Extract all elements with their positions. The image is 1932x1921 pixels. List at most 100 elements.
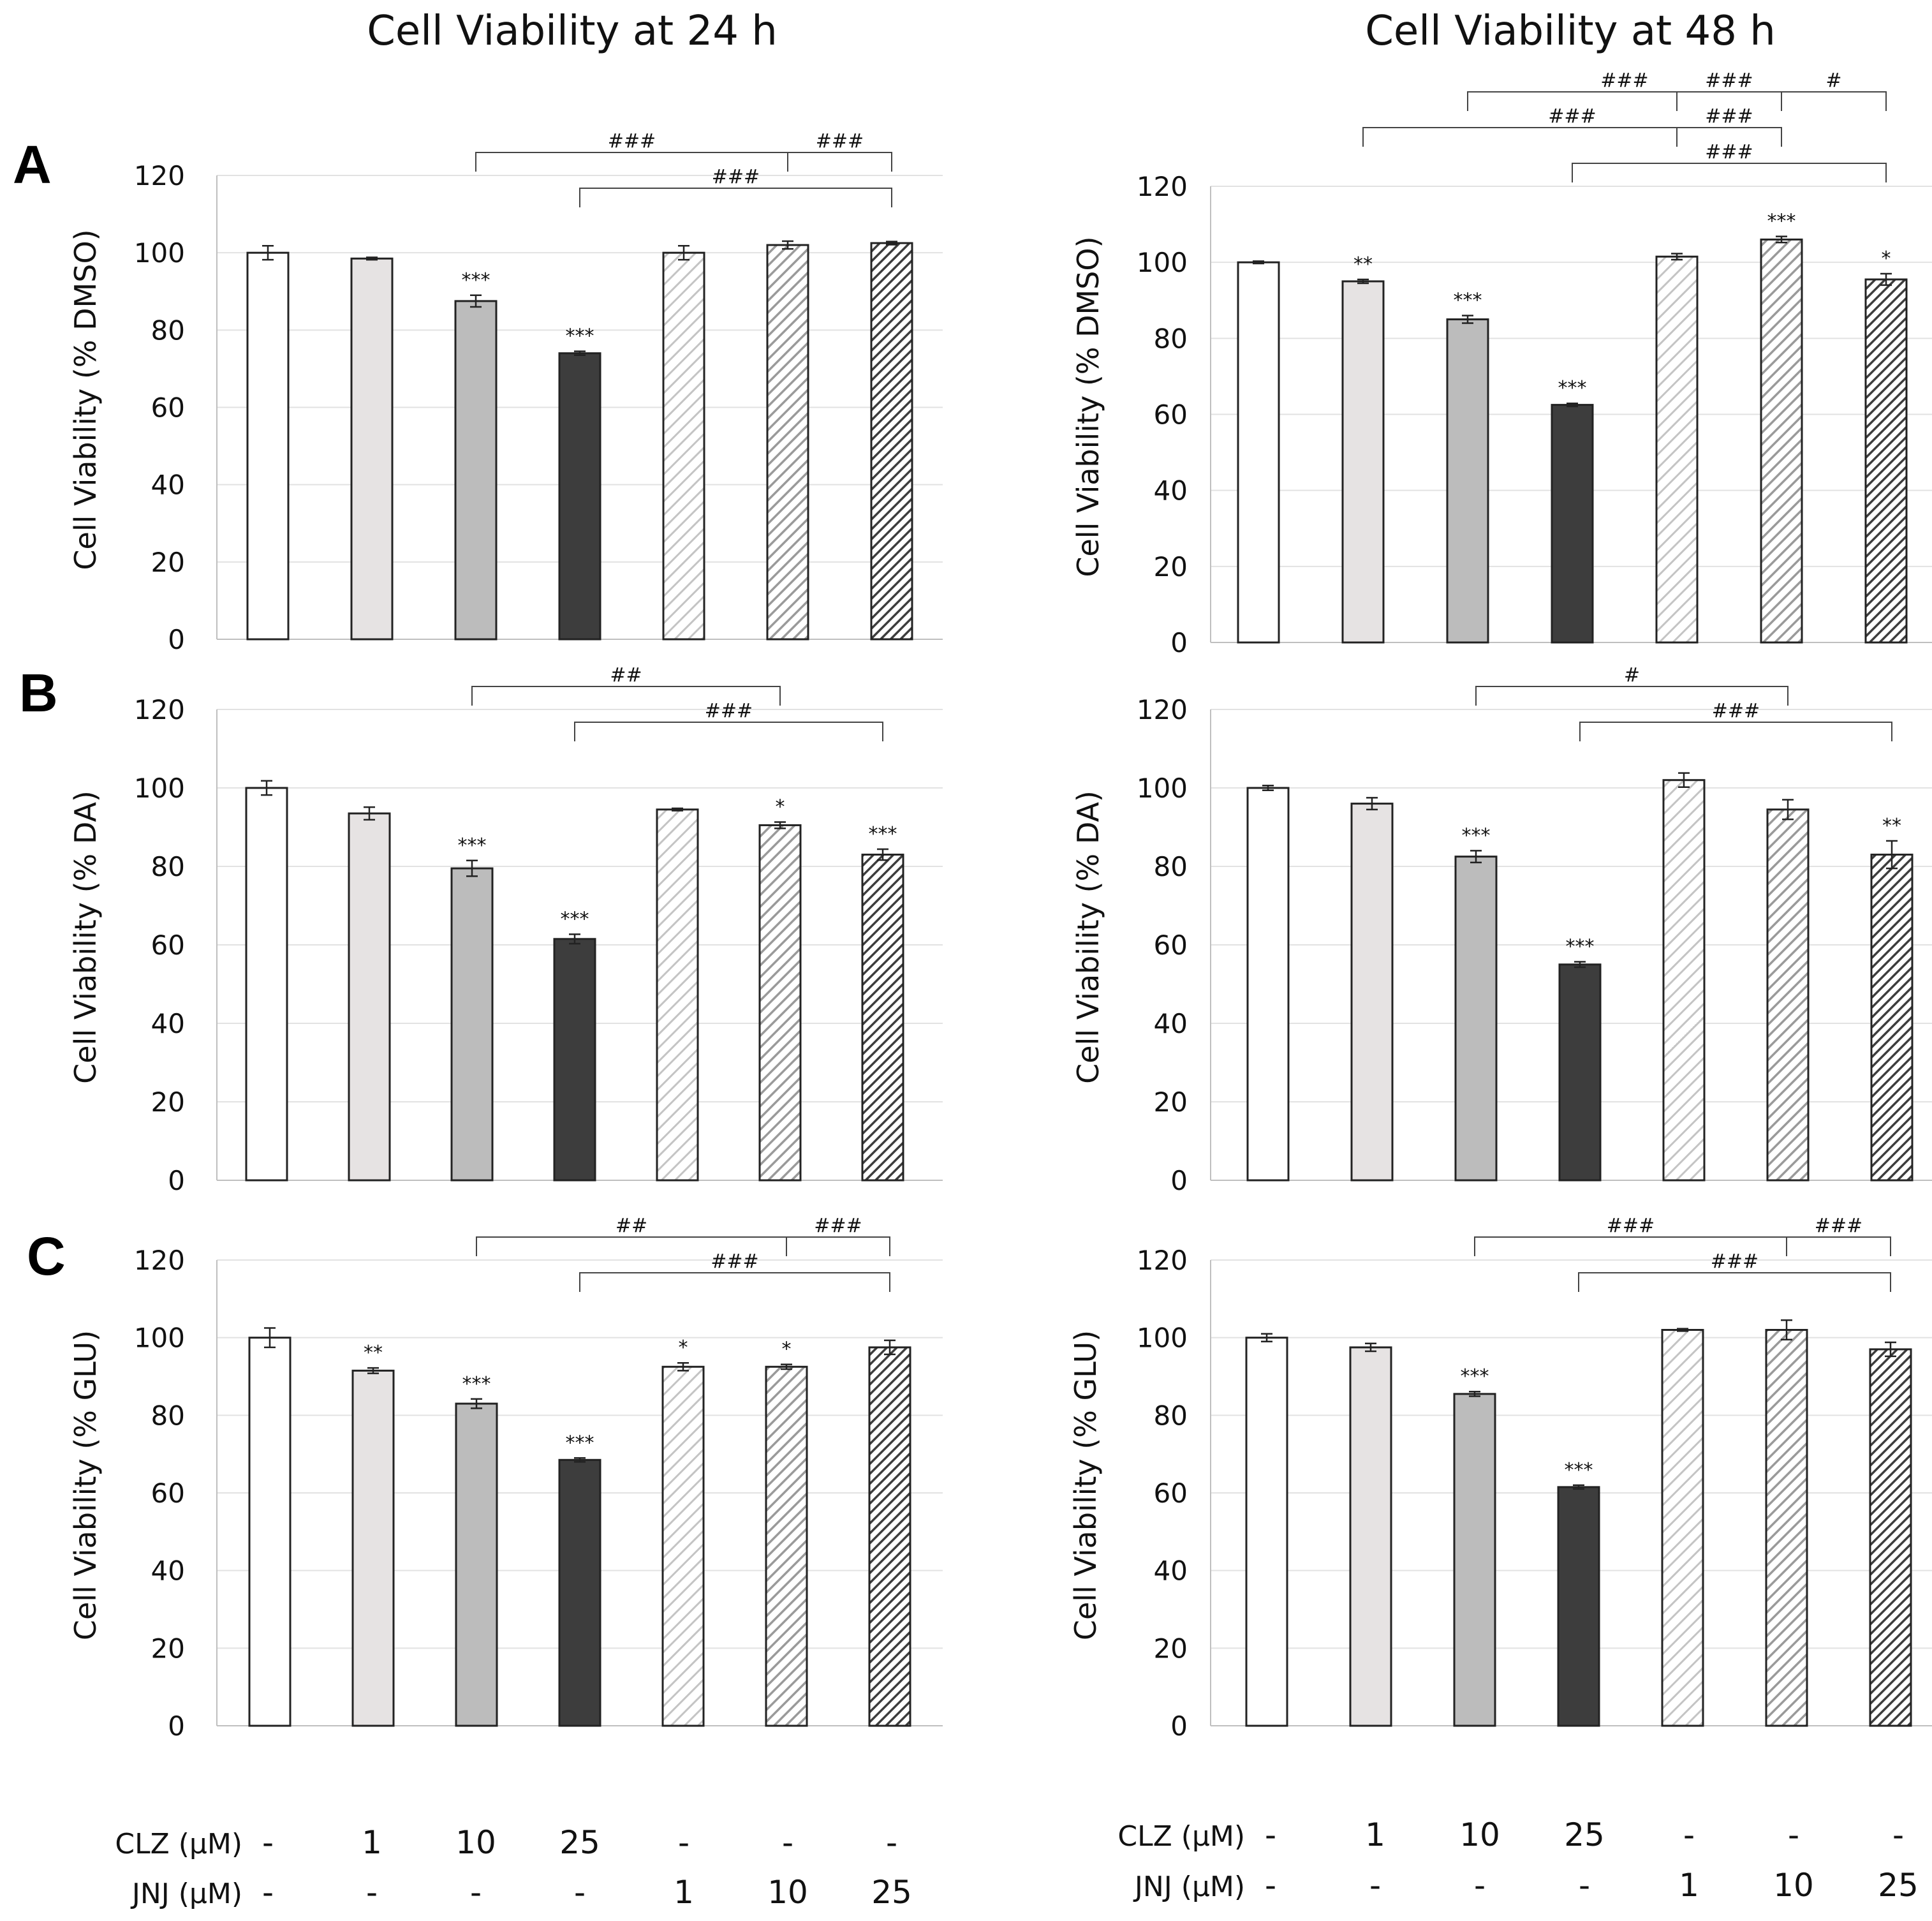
y-tick-label: 120 [134,160,185,191]
condition-value: - [1474,1867,1486,1904]
error-bar [1357,278,1369,285]
error-bar [1781,1319,1792,1340]
y-tick-label: 120 [134,694,185,725]
bar-clz-10 [450,867,494,1182]
error-bar [261,780,272,796]
error-bar [1574,961,1586,968]
y-tick-label: 0 [1170,1710,1188,1742]
significance-stars: ** [1882,815,1901,837]
bar-jnj-10 [1766,808,1810,1182]
condition-value: - [1683,1816,1695,1853]
error-bar [1261,1333,1272,1342]
comparison-bracket: ### [574,700,883,741]
significance-stars: *** [462,1373,491,1395]
row-letter-c: C [27,1226,66,1286]
bracket-label: ## [610,664,642,686]
condition-row-label: JNJ (µM) [1133,1871,1245,1903]
bar-jnj-10 [765,1365,808,1727]
y-tick-label: 80 [151,1400,185,1431]
bracket-label: ### [712,166,760,188]
significance-stars: *** [1462,824,1491,847]
error-bar [1262,785,1274,791]
bar-dmso [1237,261,1280,644]
significance-stars: *** [458,834,487,857]
bar-clz-10 [454,300,498,641]
comparison-bracket: ### [579,166,892,207]
condition-value: - [366,1874,378,1911]
comparison-bracket: # [1781,70,1887,111]
bar-clz-25 [553,938,596,1182]
error-bar [1677,1328,1688,1332]
error-bar [1573,1484,1584,1490]
comparison-bracket: ## [471,664,781,706]
y-tick-label: 20 [151,547,185,578]
condition-value: - [1265,1816,1276,1853]
y-axis-label: Cell Viability (% DMSO) [68,229,103,570]
y-tick-label: 60 [151,1478,185,1509]
y-tick-label: 40 [1154,475,1188,507]
bracket-label: ## [616,1215,647,1237]
error-bar [1678,772,1690,789]
condition-value: - [1369,1867,1381,1904]
bracket-label: ### [705,700,753,722]
comparison-bracket: ### [1786,1215,1891,1256]
y-tick-label: 20 [1154,1087,1188,1118]
condition-value: 25 [559,1824,600,1861]
bar-jnj-25 [1864,278,1908,644]
bar-jnj-1 [662,251,705,641]
condition-row-label: JNJ (µM) [130,1878,242,1910]
y-tick-label: 60 [1154,1478,1188,1509]
y-axis-label: Cell Viability (% DMSO) [1071,236,1105,577]
bar-clz-10 [1453,1393,1496,1727]
y-tick-label: 20 [1154,551,1188,582]
chart-panel-c-48h: 0 20 40 60 80 100 120 Cell Viability (% GLU) ***… [1068,1215,1932,1742]
condition-value: - [886,1824,897,1861]
error-bar [672,807,683,812]
condition-value: 10 [455,1824,496,1861]
bar-jnj-1 [656,808,699,1182]
y-tick-label: 100 [1137,773,1188,804]
bar-clz-1 [1349,1346,1392,1727]
y-tick-label: 100 [134,773,185,804]
y-tick-label: 120 [1137,171,1188,202]
error-bar [471,1398,482,1409]
bar-jnj-10 [1760,238,1803,644]
bar-jnj-1 [1662,779,1706,1182]
y-tick-label: 20 [1154,1633,1188,1664]
error-bar [1885,1341,1896,1358]
y-tick-label: 80 [151,851,185,882]
significance-stars: *** [869,823,897,845]
error-bar [262,245,274,261]
y-tick-label: 40 [151,1555,185,1587]
bar-dmso [245,787,288,1182]
bar-clz-10 [1446,318,1489,644]
bar-jnj-25 [1869,1348,1912,1727]
comparison-bracket: # [1475,664,1788,706]
y-tick-label: 0 [1170,627,1188,658]
y-tick-label: 80 [1154,1400,1188,1431]
bar-dmso [1245,1337,1288,1727]
error-bar [1469,1390,1480,1397]
bar-jnj-1 [1655,255,1699,644]
error-bar [1253,260,1264,265]
y-tick-label: 80 [1154,323,1188,354]
column-title-48h: Cell Viability at 48 h [1365,8,1776,55]
comparison-bracket: ### [787,130,892,172]
error-bar [782,240,793,250]
significance-stars: *** [1454,290,1482,312]
error-bar [678,245,689,261]
bar-jnj-25 [861,854,904,1182]
comparison-bracket: ### [786,1215,890,1256]
error-bar [1886,840,1898,870]
y-axis-label: Cell Viability (% GLU) [68,1330,103,1640]
chart-panels: 0 20 40 60 80 100 120 Cell Viability (% DMSO) **… [68,70,1932,1742]
condition-value: 1 [674,1874,694,1911]
comparison-bracket: ### [579,1250,890,1292]
significance-stars: *** [462,269,490,292]
y-tick-label: 60 [151,930,185,961]
bracket-label: ### [1600,70,1648,92]
